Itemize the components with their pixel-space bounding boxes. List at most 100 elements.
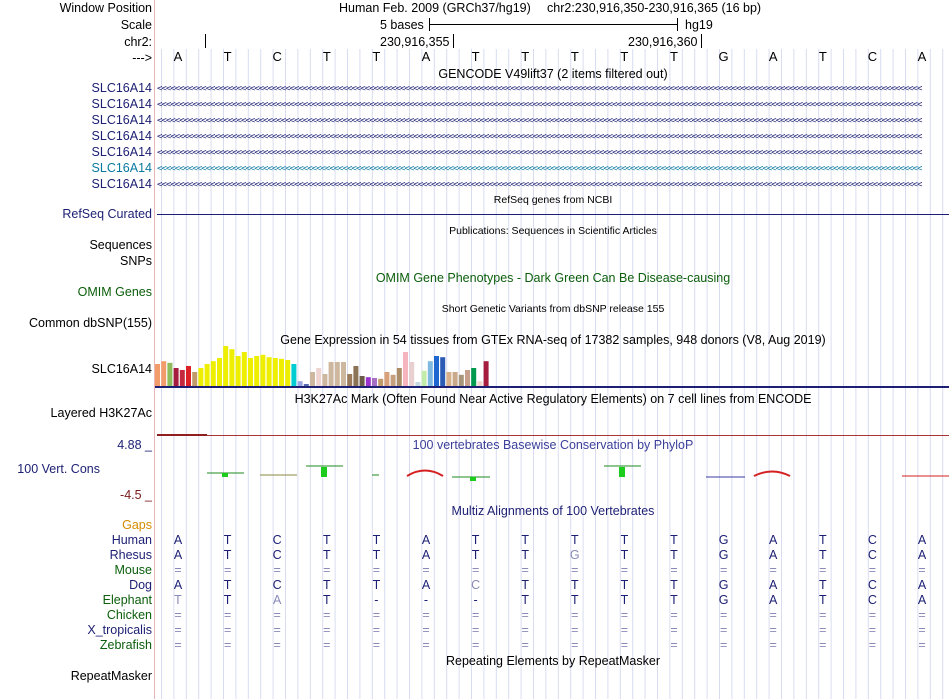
omim-title[interactable]: OMIM Gene Phenotypes - Dark Green Can Be… (375, 271, 731, 285)
gtex-tissue-bar[interactable] (161, 361, 167, 386)
omim-label[interactable]: OMIM Genes (77, 285, 152, 299)
species-label[interactable]: Elephant (102, 593, 152, 607)
gtex-tissue-bar[interactable] (483, 361, 489, 386)
gtex-tissue-bar[interactable] (272, 358, 278, 386)
gencode-transcript[interactable]: <<<<<<<<<<<<<<<<<<<<<<<<<<<<<<<<<<<<<<<<… (157, 85, 922, 93)
gtex-tissue-bar[interactable] (378, 378, 384, 386)
refseq-label[interactable]: RefSeq Curated (62, 207, 152, 221)
gtex-tissue-bar[interactable] (396, 368, 402, 386)
species-label[interactable]: X_tropicalis (87, 623, 152, 637)
gencode-transcript[interactable]: <<<<<<<<<<<<<<<<<<<<<<<<<<<<<<<<<<<<<<<<… (157, 181, 922, 189)
gtex-tissue-bar[interactable] (279, 358, 284, 386)
gtex-tissue-bar[interactable] (409, 362, 415, 386)
gtex-tissue-bar[interactable] (384, 372, 390, 386)
gencode-transcript[interactable]: <<<<<<<<<<<<<<<<<<<<<<<<<<<<<<<<<<<<<<<<… (157, 101, 922, 109)
gtex-tissue-bar[interactable] (155, 364, 160, 386)
gencode-gene-label[interactable]: SLC16A14 (91, 113, 152, 127)
gtex-tissue-bar[interactable] (285, 360, 291, 386)
gencode-title[interactable]: GENCODE V49lift37 (2 items filtered out) (438, 67, 668, 81)
strand-direction-label[interactable]: ---> (132, 51, 152, 65)
gtex-tissue-bar[interactable] (465, 370, 470, 386)
gtex-tissue-bar[interactable] (235, 356, 241, 386)
gtex-tissue-bar[interactable] (421, 370, 427, 386)
gtex-tissue-bar[interactable] (229, 349, 235, 386)
gtex-tissue-bar[interactable] (248, 358, 253, 386)
gtex-tissue-bar[interactable] (353, 366, 359, 386)
species-label[interactable]: Human (111, 533, 152, 547)
h3k27ac-label[interactable]: Layered H3K27Ac (50, 406, 152, 420)
gtex-tissue-bar[interactable] (186, 366, 191, 386)
gtex-title[interactable]: Gene Expression in 54 tissues from GTEx … (280, 333, 826, 347)
gtex-tissue-bar[interactable] (167, 362, 173, 386)
gtex-tissue-bar[interactable] (415, 382, 421, 386)
gtex-tissue-bar[interactable] (477, 381, 483, 386)
species-label[interactable]: Chicken (106, 608, 152, 622)
gtex-tissue-bar[interactable] (446, 372, 452, 386)
gencode-transcript[interactable]: <<<<<<<<<<<<<<<<<<<<<<<<<<<<<<<<<<<<<<<<… (157, 133, 922, 141)
gencode-transcript[interactable]: <<<<<<<<<<<<<<<<<<<<<<<<<<<<<<<<<<<<<<<<… (157, 117, 922, 125)
species-label[interactable]: Rhesus (109, 548, 152, 562)
gtex-tissue-bar[interactable] (179, 370, 185, 386)
aligned-base: = (719, 638, 728, 652)
snps-label[interactable]: SNPs (120, 254, 152, 268)
h3k27ac-title[interactable]: H3K27Ac Mark (Often Found Near Active Re… (294, 392, 812, 406)
multiz-title[interactable]: Multiz Alignments of 100 Vertebrates (451, 504, 655, 518)
gtex-tissue-bar[interactable] (266, 357, 272, 386)
gencode-gene-label[interactable]: SLC16A14 (91, 97, 152, 111)
gtex-tissue-bar[interactable] (328, 362, 334, 386)
gtex-tissue-bar[interactable] (217, 358, 222, 386)
gtex-tissue-bar[interactable] (372, 378, 377, 386)
species-label[interactable]: Zebrafish (99, 638, 152, 652)
gtex-tissue-bar[interactable] (427, 361, 433, 386)
gtex-tissue-bar[interactable] (291, 364, 297, 386)
gtex-tissue-bar[interactable] (254, 356, 260, 386)
gtex-tissue-bar[interactable] (334, 362, 340, 386)
gtex-tissue-bar[interactable] (322, 374, 328, 386)
gaps-label[interactable]: Gaps (122, 518, 152, 532)
aligned-base: A (769, 548, 778, 562)
gtex-gene-label[interactable]: SLC16A14 (91, 362, 152, 376)
gtex-tissue-bar[interactable] (192, 372, 198, 386)
species-label[interactable]: Mouse (114, 563, 152, 577)
gtex-tissue-bar[interactable] (452, 372, 458, 386)
gencode-transcript[interactable]: <<<<<<<<<<<<<<<<<<<<<<<<<<<<<<<<<<<<<<<<… (157, 165, 922, 173)
gtex-tissue-bar[interactable] (458, 374, 464, 386)
gtex-tissue-bar[interactable] (365, 377, 371, 386)
dbsnp-title[interactable]: Short Genetic Variants from dbSNP releas… (441, 303, 665, 315)
gtex-tissue-bar[interactable] (303, 384, 309, 386)
gtex-tissue-bar[interactable] (210, 361, 216, 386)
gencode-transcript[interactable]: <<<<<<<<<<<<<<<<<<<<<<<<<<<<<<<<<<<<<<<<… (157, 149, 922, 157)
gencode-gene-label[interactable]: SLC16A14 (91, 129, 152, 143)
refseq-title[interactable]: RefSeq genes from NCBI (493, 194, 613, 206)
phylop-title[interactable]: 100 vertebrates Basewise Conservation by… (412, 438, 694, 452)
gencode-gene-label[interactable]: SLC16A14 (91, 177, 152, 191)
gtex-tissue-bar[interactable] (297, 381, 303, 386)
gtex-tissue-bar[interactable] (316, 368, 322, 386)
gtex-tissue-bar[interactable] (198, 368, 204, 386)
gtex-tissue-bar[interactable] (204, 364, 210, 386)
gtex-tissue-bar[interactable] (310, 372, 315, 386)
gtex-tissue-bar[interactable] (359, 376, 365, 386)
gencode-gene-label[interactable]: SLC16A14 (91, 81, 152, 95)
sequences-label[interactable]: Sequences (89, 238, 152, 252)
dbsnp-label[interactable]: Common dbSNP(155) (29, 316, 152, 330)
phylop-label[interactable]: 100 Vert. Cons (17, 462, 100, 476)
species-label[interactable]: Dog (129, 578, 152, 592)
gtex-tissue-bar[interactable] (403, 352, 408, 386)
gtex-tissue-bar[interactable] (241, 352, 247, 386)
gtex-tissue-bar[interactable] (434, 356, 439, 386)
gtex-tissue-bar[interactable] (471, 368, 477, 386)
rmsk-label[interactable]: RepeatMasker (70, 669, 152, 683)
gtex-tissue-bar[interactable] (390, 374, 396, 386)
gencode-gene-label[interactable]: SLC16A14 (91, 161, 152, 175)
gtex-tissue-bar[interactable] (173, 368, 179, 386)
gtex-tissue-bar[interactable] (440, 357, 446, 386)
gtex-tissue-bar[interactable] (223, 346, 229, 386)
gtex-tissue-bar[interactable] (260, 354, 266, 386)
gtex-tissue-bar[interactable] (341, 362, 346, 386)
rmsk-title[interactable]: Repeating Elements by RepeatMasker (445, 654, 660, 668)
gencode-gene-label[interactable]: SLC16A14 (91, 145, 152, 159)
publications-title[interactable]: Publications: Sequences in Scientific Ar… (449, 225, 657, 237)
gtex-bar-chart[interactable] (155, 346, 535, 387)
gtex-tissue-bar[interactable] (347, 374, 353, 386)
